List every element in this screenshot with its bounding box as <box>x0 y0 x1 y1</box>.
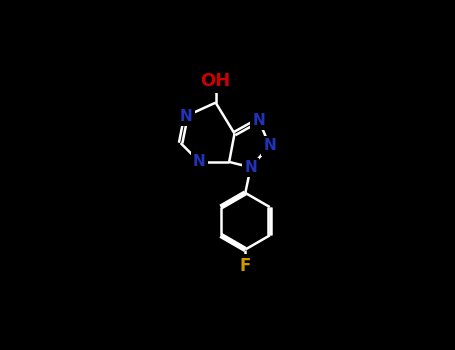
Text: N: N <box>253 113 265 128</box>
Text: N: N <box>193 154 206 169</box>
Text: F: F <box>240 257 251 275</box>
Text: N: N <box>244 160 257 175</box>
Text: N: N <box>180 108 192 124</box>
Text: OH: OH <box>201 72 231 90</box>
Text: N: N <box>263 138 276 153</box>
